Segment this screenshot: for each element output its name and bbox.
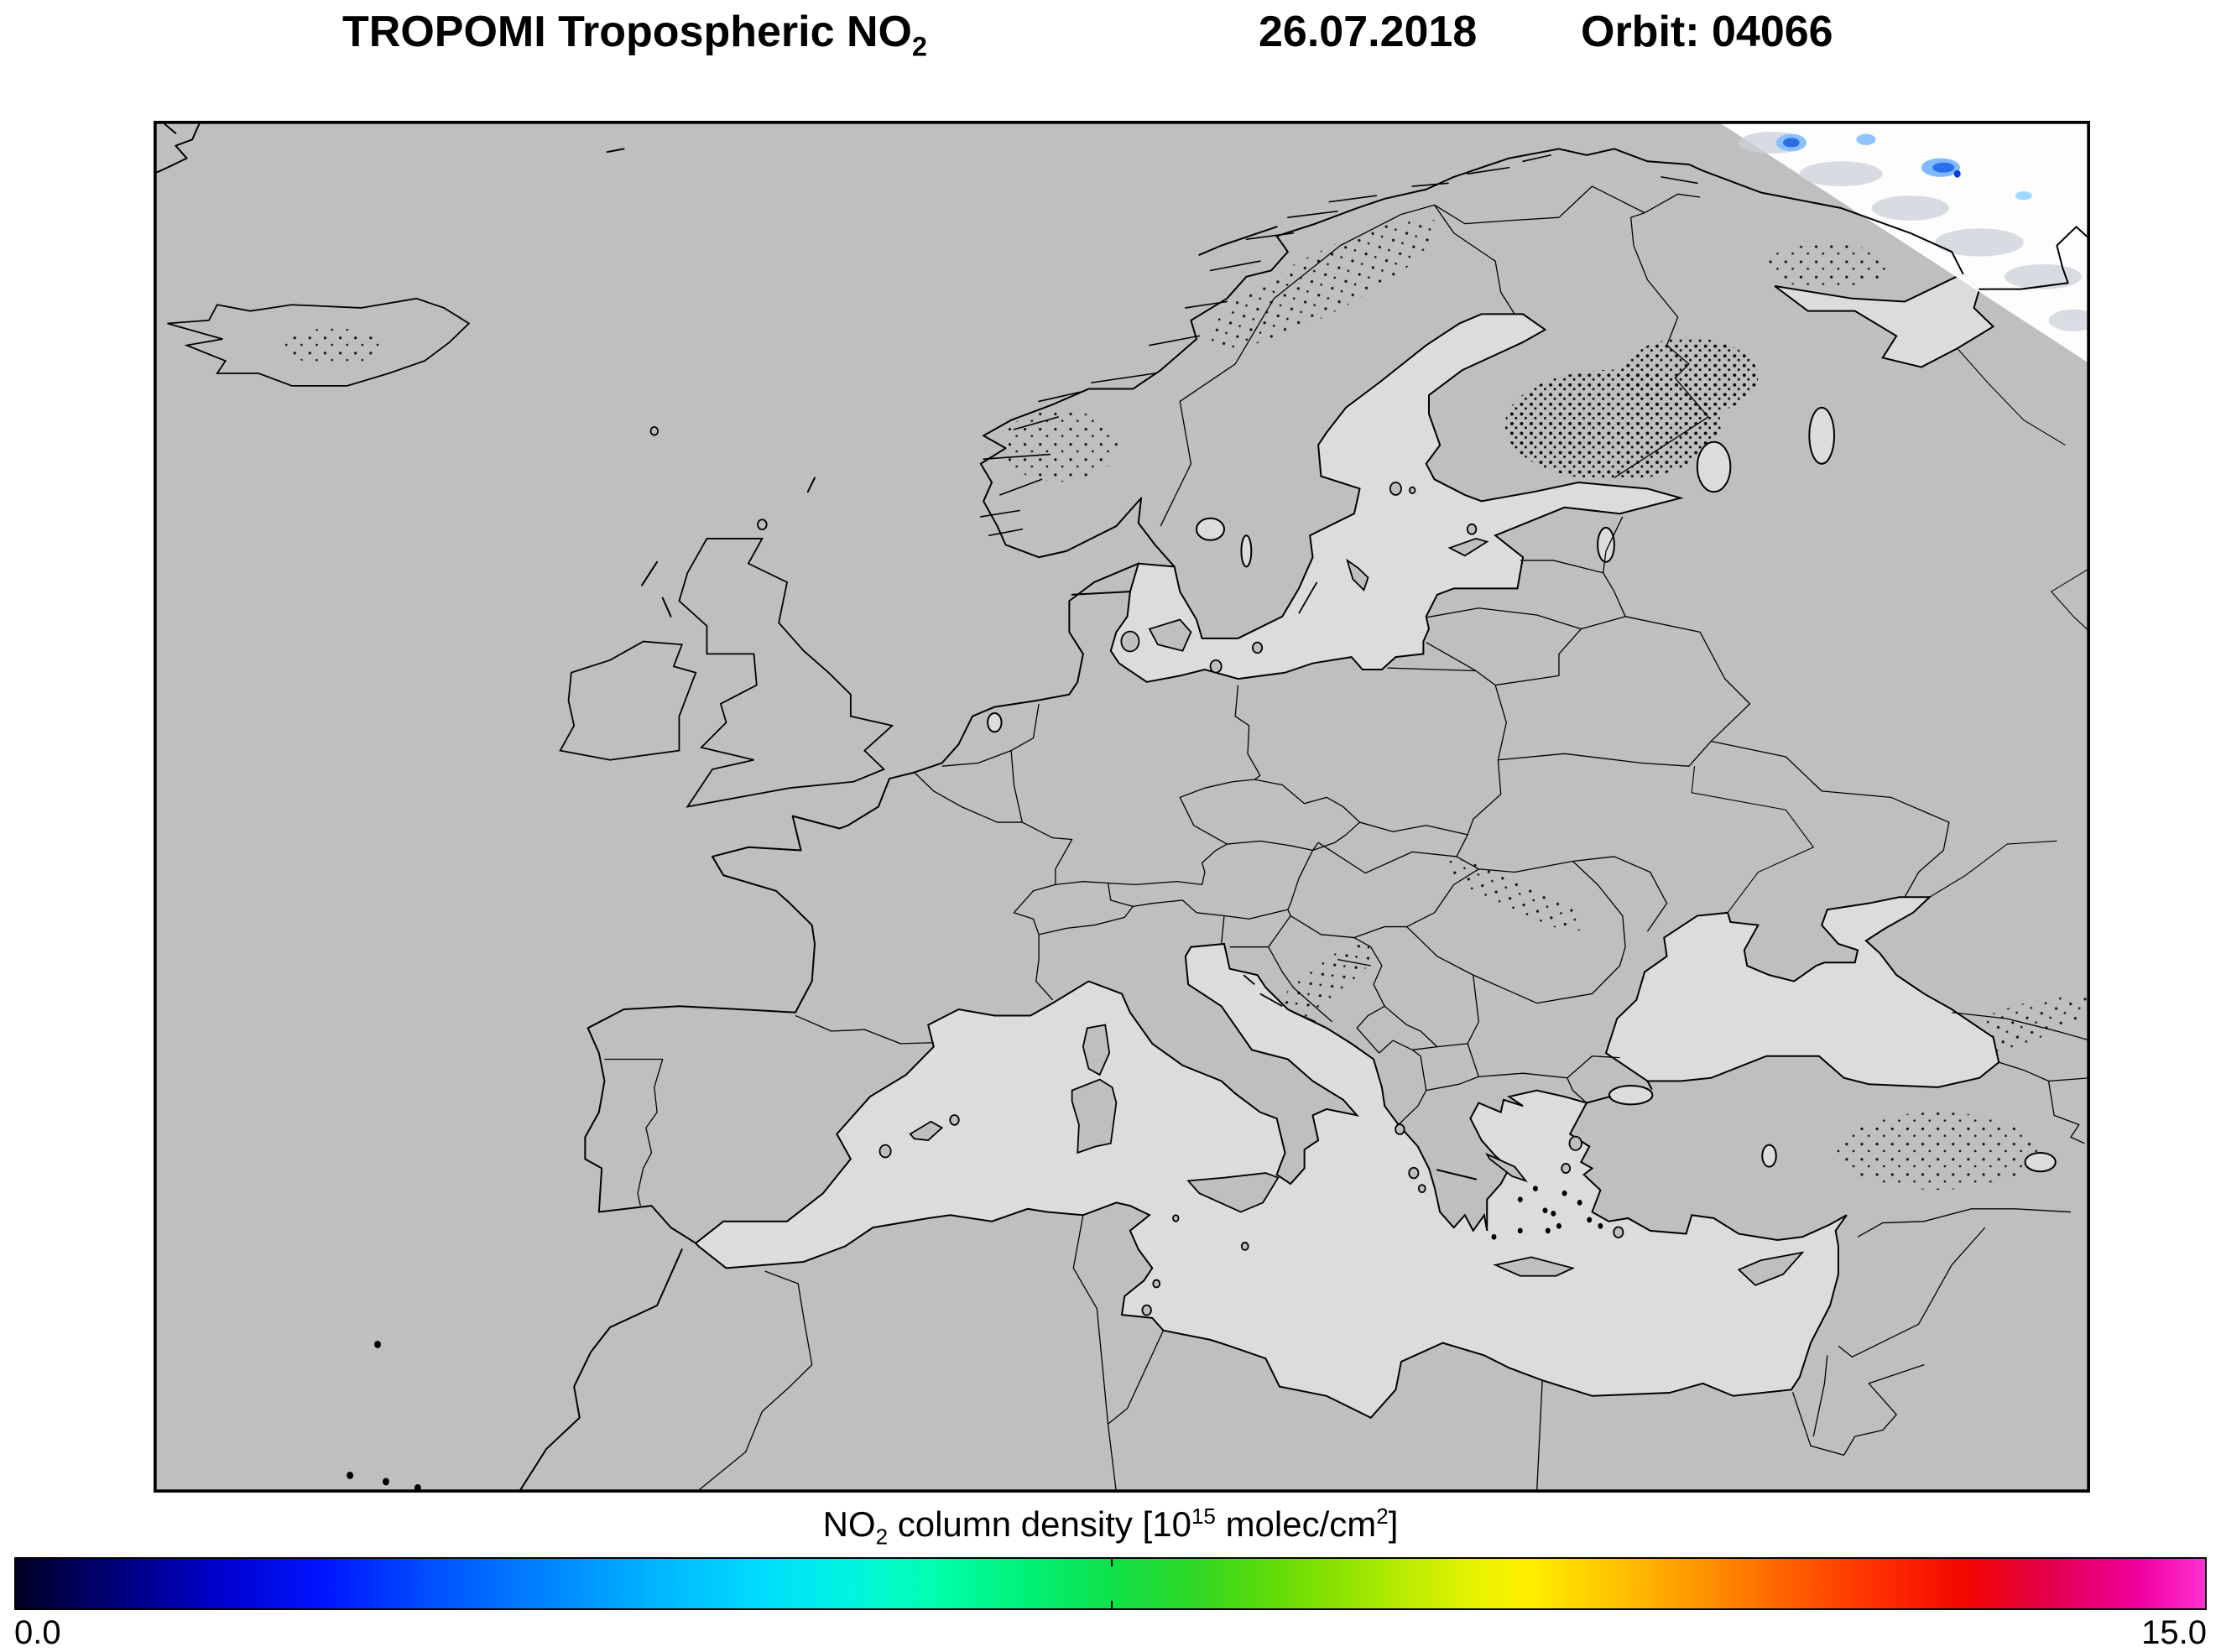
orbit-number: Orbit: 04066 [1581,8,1833,56]
greenland-coast [154,121,201,174]
lake-vattern [1241,535,1251,566]
euboea [1487,1154,1525,1181]
menorca [950,1115,959,1125]
great-britain [679,539,892,807]
funen [1121,632,1139,652]
fjord-strokes [981,155,1697,535]
river-lines [1692,348,2090,913]
shetland [808,477,815,492]
crete [1495,1257,1572,1275]
cbar-label-exp: 15 [1191,1503,1216,1529]
arctic-coast-east [1979,227,2090,289]
satellite-swath [1716,121,2090,364]
aland-2 [1410,487,1415,493]
mallorca [910,1122,942,1140]
coastlines [154,121,2090,1493]
cbar-label-mid: column density [10 [888,1504,1191,1544]
iceland [167,299,468,386]
fjords [981,155,1697,535]
faroe-islands [650,427,658,435]
lofoten [1199,227,1276,254]
colorbar-min-label: 0.0 [14,1614,61,1651]
oland [1299,582,1316,613]
colorbar-center-tick-top [1110,1559,1113,1566]
colorbar-label: NO2 column density [1015 molec/cm2] [0,1503,2221,1550]
corfu [1395,1124,1405,1134]
lake-peipus [1598,528,1614,562]
title-text: TROPOMI Tropospheric NO [342,8,912,56]
zakynthos [1419,1185,1426,1192]
bosporus-dardanelles [1587,1081,1651,1102]
europe-map [154,121,2090,1493]
hebrides [642,562,671,617]
ibiza [880,1145,891,1158]
country-borders [604,186,2090,1493]
no2-data-patches [1775,133,2032,201]
atlantic-islands [347,1341,421,1492]
observation-date: 26.07.2018 [1259,8,1478,56]
borders-central-europe [1108,685,1468,944]
page-title: TROPOMI Tropospheric NO2 [342,7,927,62]
bornholm [1253,643,1262,654]
djerba [1142,1305,1151,1316]
cbar-label-sub2: 2 [875,1524,889,1550]
seas [696,274,2056,1418]
lake-vanern [1197,519,1224,540]
scandinavia-coast [981,149,1963,566]
limfjord [1072,591,1130,595]
atlantic-northsea-coast [585,564,1138,1243]
gotland [1348,560,1369,590]
borders-iberia-france-alps [604,704,1133,1206]
kerkennah [1153,1280,1160,1288]
baltic-sea [1111,314,1681,681]
ruegen [1211,660,1222,673]
saaremaa [1450,539,1488,555]
hiiumaa [1468,524,1477,534]
jan-mayen [607,149,624,152]
lake-onega [1809,408,1834,464]
lake-tuz [1762,1145,1775,1167]
borders-balkans [1230,857,1667,1125]
colorbar-max-label: 15.0 [2141,1614,2207,1651]
gulf-of-corinth [1437,1170,1476,1179]
sardinia [1072,1080,1117,1153]
aland-1 [1390,482,1401,495]
colorbar [14,1557,2207,1610]
malta [1242,1243,1249,1250]
rhodes [1614,1227,1623,1238]
sea-of-marmara [1609,1086,1652,1104]
lesbos [1569,1137,1582,1150]
borders-middle-east-caucasus [1793,1013,2090,1456]
lake-ladoga [1697,442,1731,492]
lake-van [2025,1153,2056,1171]
aegean-islands [1491,1186,1603,1240]
corsica [1083,1025,1109,1075]
cyprus [1739,1253,1802,1285]
ireland [560,642,696,760]
title-subscript: 2 [911,31,927,62]
zealand [1150,620,1191,651]
map-border [154,121,2090,1493]
sicily [1188,1173,1278,1212]
islands [880,482,1803,1315]
cbar-label-close: ] [1388,1504,1399,1544]
borders-east-europe [1160,186,1949,897]
chios [1561,1164,1570,1173]
africa-atlantic-coast [519,1249,682,1493]
cbar-label-unit-exp: 2 [1376,1503,1389,1529]
ijsselmeer [988,713,1001,732]
pantelleria [1173,1215,1179,1221]
colorbar-center-tick-bottom [1110,1601,1113,1608]
cbar-label-no: NO [822,1504,876,1544]
black-sea [1606,897,1999,1087]
croatian-islands [1243,975,1316,1022]
white-sea [1775,274,1993,367]
cbar-label-unit: molec/cm [1215,1504,1377,1544]
orkney [758,519,767,529]
map-frame [154,121,2090,1493]
rivers [1692,348,2090,913]
kefalonia [1409,1168,1418,1179]
terrain-speckles [280,218,2090,1191]
borders-north-africa [696,1215,1542,1493]
